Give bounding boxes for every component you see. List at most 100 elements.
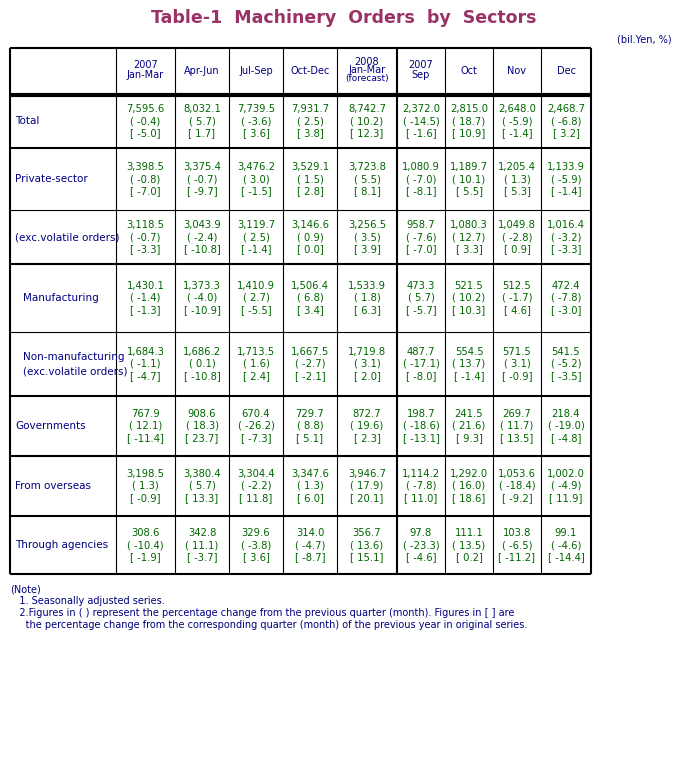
Text: 1,049.8: 1,049.8: [498, 220, 536, 230]
Text: 3,375.4: 3,375.4: [183, 162, 221, 172]
Text: (Note): (Note): [10, 584, 41, 594]
Text: 554.5: 554.5: [455, 347, 483, 357]
Text: 1,189.7: 1,189.7: [450, 162, 488, 172]
Text: ( -4.0): ( -4.0): [187, 293, 217, 303]
Text: Non-manufacturing: Non-manufacturing: [23, 352, 125, 362]
Text: [ -1.4]: [ -1.4]: [502, 128, 533, 138]
Text: 3,476.2: 3,476.2: [237, 162, 275, 172]
Text: [ 18.6]: [ 18.6]: [453, 493, 486, 503]
Text: [ 15.1]: [ 15.1]: [350, 552, 384, 562]
Text: [ 10.9]: [ 10.9]: [453, 128, 486, 138]
Text: [ 2.4]: [ 2.4]: [243, 371, 270, 381]
Text: From overseas: From overseas: [15, 481, 91, 491]
Text: ( 13.6): ( 13.6): [350, 540, 384, 550]
Text: [ -1.4]: [ -1.4]: [454, 371, 484, 381]
Text: ( -7.0): ( -7.0): [406, 174, 436, 184]
Text: Through agencies: Through agencies: [15, 540, 108, 550]
Text: ( 16.0): ( 16.0): [453, 481, 486, 491]
Text: Governments: Governments: [15, 421, 85, 431]
Text: 342.8: 342.8: [188, 528, 216, 538]
Text: 1,719.8: 1,719.8: [348, 347, 386, 357]
Text: [ -4.7]: [ -4.7]: [130, 371, 161, 381]
Text: 1,133.9: 1,133.9: [547, 162, 585, 172]
Text: 1,410.9: 1,410.9: [237, 281, 275, 291]
Text: 541.5: 541.5: [552, 347, 580, 357]
Text: [ -8.0]: [ -8.0]: [406, 371, 436, 381]
Text: 521.5: 521.5: [455, 281, 484, 291]
Text: [ -1.4]: [ -1.4]: [551, 186, 581, 196]
Text: [ -3.7]: [ -3.7]: [186, 552, 217, 562]
Text: 3,723.8: 3,723.8: [348, 162, 386, 172]
Text: 99.1: 99.1: [555, 528, 577, 538]
Text: ( -7.6): ( -7.6): [406, 232, 436, 242]
Text: 729.7: 729.7: [296, 409, 324, 419]
Text: 1,016.4: 1,016.4: [547, 220, 585, 230]
Text: ( -18.4): ( -18.4): [499, 481, 535, 491]
Text: Manufacturing: Manufacturing: [23, 293, 99, 303]
Text: [ 23.7]: [ 23.7]: [185, 433, 219, 443]
Text: Nov: Nov: [508, 66, 526, 76]
Text: ( -6.5): ( -6.5): [502, 540, 533, 550]
Text: ( 1.6): ( 1.6): [243, 359, 270, 369]
Text: ( 0.9): ( 0.9): [297, 232, 323, 242]
Text: 1,053.6: 1,053.6: [498, 469, 536, 479]
Text: ( -3.6): ( -3.6): [241, 116, 271, 126]
Text: ( 10.2): ( 10.2): [350, 116, 384, 126]
Text: 3,256.5: 3,256.5: [348, 220, 386, 230]
Text: ( -0.4): ( -0.4): [130, 116, 160, 126]
Text: 3,146.6: 3,146.6: [291, 220, 329, 230]
Text: 872.7: 872.7: [353, 409, 381, 419]
Text: 1,506.4: 1,506.4: [291, 281, 329, 291]
Text: [ -5.0]: [ -5.0]: [130, 128, 161, 138]
Text: ( 2.5): ( 2.5): [243, 232, 270, 242]
Text: ( 13.7): ( 13.7): [453, 359, 486, 369]
Text: Private-sector: Private-sector: [15, 174, 88, 184]
Text: 1. Seasonally adjusted series.: 1. Seasonally adjusted series.: [10, 596, 164, 606]
Text: [ 4.6]: [ 4.6]: [504, 305, 530, 315]
Text: 3,119.7: 3,119.7: [237, 220, 275, 230]
Text: [ 3.9]: [ 3.9]: [354, 244, 380, 254]
Text: 3,398.5: 3,398.5: [127, 162, 164, 172]
Text: 103.8: 103.8: [503, 528, 531, 538]
Text: ( -4.6): ( -4.6): [551, 540, 581, 550]
Text: ( 3.0): ( 3.0): [243, 174, 269, 184]
Text: 2,372.0: 2,372.0: [402, 104, 440, 114]
Text: 2,815.0: 2,815.0: [450, 104, 488, 114]
Text: [ -1.5]: [ -1.5]: [241, 186, 271, 196]
Text: (exc.volatile orders): (exc.volatile orders): [23, 366, 127, 376]
Text: 2007: 2007: [133, 60, 158, 70]
Text: Apr-Jun: Apr-Jun: [184, 66, 219, 76]
Text: Sep: Sep: [412, 70, 430, 80]
Text: ( -19.0): ( -19.0): [548, 421, 584, 431]
Text: [ 9.3]: [ 9.3]: [455, 433, 482, 443]
Text: 3,529.1: 3,529.1: [291, 162, 329, 172]
Text: 329.6: 329.6: [241, 528, 270, 538]
Text: 314.0: 314.0: [296, 528, 324, 538]
Text: ( -5.9): ( -5.9): [551, 174, 581, 184]
Text: Jan-Mar: Jan-Mar: [127, 70, 164, 80]
Text: [ 20.1]: [ 20.1]: [350, 493, 384, 503]
Text: ( -1.1): ( -1.1): [130, 359, 161, 369]
Text: (bil.Yen, %): (bil.Yen, %): [617, 35, 672, 45]
Text: 2,648.0: 2,648.0: [498, 104, 536, 114]
Text: 308.6: 308.6: [131, 528, 160, 538]
Text: [ 8.1]: [ 8.1]: [354, 186, 380, 196]
Text: [ 13.3]: [ 13.3]: [186, 493, 219, 503]
Text: ( 18.3): ( 18.3): [186, 421, 219, 431]
Text: 1,373.3: 1,373.3: [183, 281, 221, 291]
Text: [ -10.8]: [ -10.8]: [184, 244, 220, 254]
Text: 1,080.3: 1,080.3: [450, 220, 488, 230]
Text: [ -10.8]: [ -10.8]: [184, 371, 220, 381]
Text: ( 12.7): ( 12.7): [453, 232, 486, 242]
Text: [ -9.7]: [ -9.7]: [186, 186, 217, 196]
Text: 1,667.5: 1,667.5: [291, 347, 329, 357]
Text: 8,032.1: 8,032.1: [183, 104, 221, 114]
Text: 1,205.4: 1,205.4: [498, 162, 536, 172]
Text: 908.6: 908.6: [188, 409, 216, 419]
Text: 1,292.0: 1,292.0: [450, 469, 488, 479]
Text: ( -3.2): ( -3.2): [551, 232, 581, 242]
Text: 767.9: 767.9: [131, 409, 160, 419]
Text: ( 21.6): ( 21.6): [453, 421, 486, 431]
Text: (exc.volatile orders): (exc.volatile orders): [15, 232, 120, 242]
Text: 356.7: 356.7: [353, 528, 381, 538]
